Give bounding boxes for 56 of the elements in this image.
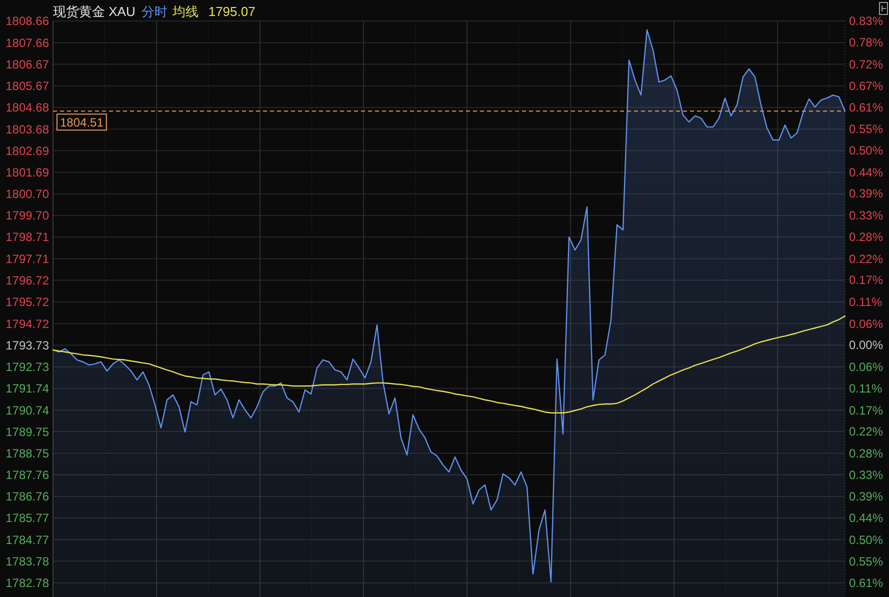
y2-tick-label: 0.78% [849, 36, 884, 50]
y2-tick-label: 0.55% [849, 122, 884, 136]
y2-tick-label: 0.44% [849, 511, 884, 526]
y2-tick-label: 0.28% [849, 446, 884, 460]
y2-tick-label: 0.55% [849, 554, 884, 568]
y2-tick-label: 0.50% [849, 532, 884, 547]
y-tick-label: 1805.67 [6, 79, 50, 94]
y2-tick-label: 0.06% [849, 316, 884, 331]
y-tick-label: 1791.74 [6, 382, 50, 396]
y-tick-label: 1782.78 [6, 576, 50, 590]
y-tick-label: 1785.77 [6, 511, 50, 526]
y-tick-label: 1807.66 [6, 36, 50, 50]
y2-tick-label: 0.39% [849, 186, 884, 201]
y2-tick-label: 0.11% [849, 381, 882, 396]
y2-tick-label: 0.11% [849, 294, 882, 309]
y2-tick-label: 0.28% [849, 230, 884, 244]
y-tick-label: 1795.72 [6, 295, 50, 310]
y-tick-label: 1796.72 [6, 273, 50, 288]
y2-tick-label: 0.67% [849, 78, 884, 93]
y-tick-label: 1794.72 [6, 316, 50, 331]
y-tick-label: 1806.67 [6, 57, 50, 72]
y-tick-label: 1793.73 [6, 338, 50, 352]
y2-tick-label: 0.44% [849, 165, 884, 180]
y2-tick-label: 0.61% [849, 576, 884, 590]
y2-tick-label: 0.61% [849, 100, 884, 114]
y-tick-label: 1801.69 [6, 166, 50, 180]
y-tick-label: 1786.76 [6, 490, 50, 504]
y-tick-label: 1802.69 [6, 144, 50, 158]
y2-tick-label: 0.83% [849, 14, 884, 28]
y-tick-label: 1783.78 [6, 554, 50, 568]
y-tick-label: 1808.66 [6, 14, 50, 28]
y2-tick-label: 0.39% [849, 490, 884, 504]
header: 现货黄金 XAU 分时 均线 1795.07 [53, 4, 256, 19]
y2-tick-label: 0.50% [849, 144, 884, 158]
y2-tick-label: 0.17% [849, 273, 884, 288]
y-tick-label: 1803.68 [6, 122, 50, 136]
y2-tick-label: 0.22% [849, 424, 884, 439]
y-tick-label: 1790.74 [6, 403, 50, 418]
y2-tick-label: 0.33% [849, 208, 884, 223]
y-tick-label: 1804.68 [6, 100, 50, 115]
y-tick-label: 1788.75 [6, 446, 50, 460]
y-tick-label: 1797.71 [6, 252, 50, 266]
y2-tick-label: 0.00% [849, 338, 884, 352]
y-tick-label: 1789.75 [6, 424, 50, 439]
ref-line-label: 1804.51 [60, 115, 104, 130]
y-tick-label: 1800.70 [6, 187, 50, 202]
y2-tick-label: 0.22% [849, 252, 884, 266]
y2-tick-label: 0.17% [849, 403, 884, 418]
y-tick-label: 1787.76 [6, 468, 50, 482]
y-tick-label: 1799.70 [6, 208, 50, 223]
y2-tick-label: 0.33% [849, 468, 884, 482]
y2-tick-label: 0.06% [849, 360, 884, 374]
y-tick-label: 1784.77 [6, 532, 50, 547]
y-tick-label: 1798.71 [6, 230, 50, 244]
y-tick-label: 1792.73 [6, 360, 50, 374]
y2-tick-label: 0.72% [849, 57, 884, 72]
